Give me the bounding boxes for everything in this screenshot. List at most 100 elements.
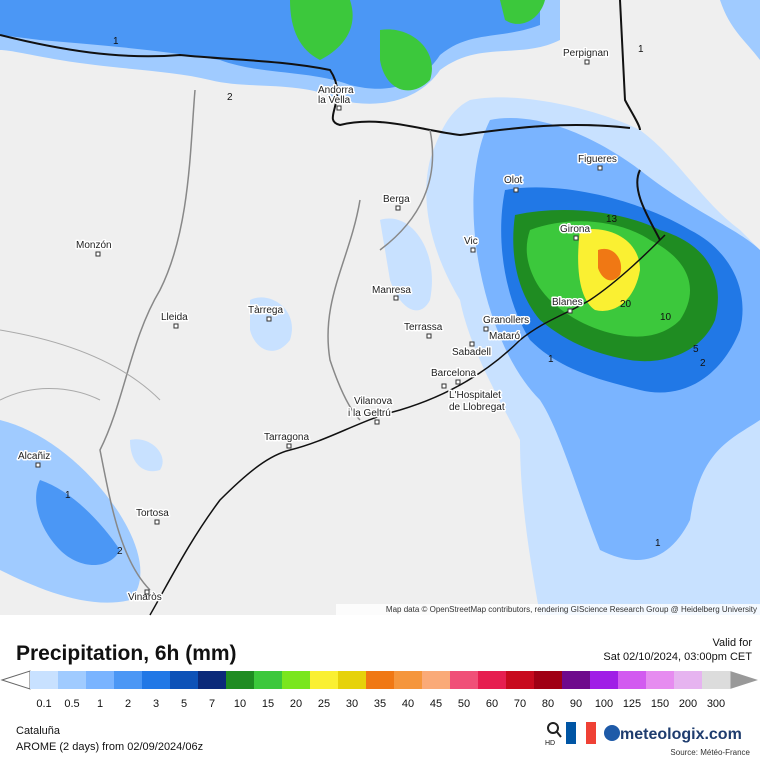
- city-label: la Vella: [318, 95, 351, 106]
- legend-swatch: [310, 671, 339, 689]
- legend: Precipitation, 6h (mm) Valid for Sat 02/…: [0, 637, 758, 710]
- legend-label: 90: [570, 698, 582, 710]
- legend-swatch: [170, 671, 199, 689]
- legend-label: 25: [318, 698, 330, 710]
- legend-swatch: [226, 671, 255, 689]
- city-label: i la Geltrú: [348, 408, 391, 419]
- contour-label: 2: [227, 92, 233, 103]
- legend-swatch: [30, 671, 59, 689]
- map: Perpignan Andorra la Vella Figueres Olot…: [0, 0, 760, 616]
- city-label: Alcañiz: [18, 451, 50, 462]
- source: Source: Météo-France: [670, 748, 750, 757]
- legend-swatch: [86, 671, 115, 689]
- city-label: Vinaròs: [128, 592, 162, 603]
- brand: meteologix.com: [620, 726, 742, 743]
- city-label: Lleida: [161, 312, 188, 323]
- legend-label: 15: [262, 698, 274, 710]
- contour-label: 20: [620, 299, 632, 310]
- contour-label: 1: [113, 36, 119, 47]
- legend-swatch: [534, 671, 563, 689]
- legend-label: 1: [97, 698, 103, 710]
- legend-label: 20: [290, 698, 302, 710]
- legend-label: 35: [374, 698, 386, 710]
- legend-label: 7: [209, 698, 215, 710]
- city-label: Sabadell: [452, 347, 491, 358]
- contour-label: 1: [65, 490, 71, 501]
- legend-label: 40: [402, 698, 414, 710]
- legend-swatch: [590, 671, 619, 689]
- city-label: Terrassa: [404, 322, 443, 333]
- footer: Cataluña AROME (2 days) from 02/09/2024/…: [16, 722, 751, 757]
- contour-label: 1: [655, 538, 661, 549]
- legend-label: 0.1: [36, 698, 51, 710]
- legend-label: 2: [125, 698, 131, 710]
- contour-label: 2: [117, 546, 123, 557]
- city-label: Tarragona: [264, 432, 309, 443]
- legend-swatch: [394, 671, 423, 689]
- city-label: Barcelona: [431, 368, 476, 379]
- legend-swatch: [702, 671, 731, 689]
- legend-swatch: [562, 671, 591, 689]
- city-label: Berga: [383, 194, 410, 205]
- city-label: Olot: [504, 175, 523, 186]
- legend-label: 3: [153, 698, 159, 710]
- legend-swatch: [506, 671, 535, 689]
- city-label: Perpignan: [563, 48, 609, 59]
- model-run: AROME (2 days) from 02/09/2024/06z: [16, 741, 203, 753]
- legend-label: 70: [514, 698, 526, 710]
- legend-swatch: [674, 671, 703, 689]
- city-label: Figueres: [578, 154, 617, 165]
- legend-label: 5: [181, 698, 187, 710]
- contour-label: 13: [606, 214, 618, 225]
- city-label: Blanes: [552, 297, 583, 308]
- legend-swatch: [142, 671, 171, 689]
- city-label: Andorra: [318, 85, 354, 96]
- city-label: Granollers: [483, 315, 529, 326]
- cities: Perpignan Andorra la Vella Figueres Olot…: [17, 47, 619, 605]
- city-label: de Llobregat: [449, 402, 505, 413]
- legend-swatch: [422, 671, 451, 689]
- city-label: Girona: [560, 224, 590, 235]
- legend-swatch: [618, 671, 647, 689]
- legend-swatch: [338, 671, 367, 689]
- legend-label: 200: [679, 698, 697, 710]
- contour-label: 5: [693, 344, 699, 355]
- city-label: Mataró: [489, 331, 521, 342]
- legend-swatch: [114, 671, 143, 689]
- legend-swatch: [58, 671, 87, 689]
- legend-label: 300: [707, 698, 725, 710]
- valid-time: Sat 02/10/2024, 03:00pm CET: [603, 651, 752, 663]
- legend-label: 100: [595, 698, 613, 710]
- legend-label: 150: [651, 698, 669, 710]
- legend-label: 45: [430, 698, 442, 710]
- region: Cataluña: [16, 725, 61, 737]
- legend-swatch: [450, 671, 479, 689]
- legend-swatch: [366, 671, 395, 689]
- legend-label: 60: [486, 698, 498, 710]
- legend-label: 0.5: [64, 698, 79, 710]
- legend-swatch: [646, 671, 675, 689]
- city-label: Tortosa: [136, 508, 169, 519]
- legend-label: 30: [346, 698, 358, 710]
- legend-label: 10: [234, 698, 246, 710]
- legend-swatch: [254, 671, 283, 689]
- hd-label: HD: [545, 740, 555, 747]
- attribution: Map data © OpenStreetMap contributors, r…: [386, 605, 757, 614]
- legend-swatch: [478, 671, 507, 689]
- legend-swatch: [282, 671, 311, 689]
- contour-label: 10: [660, 312, 672, 323]
- contour-label: 2: [700, 358, 706, 369]
- city-label: Vilanova: [354, 396, 393, 407]
- valid-label: Valid for: [712, 637, 752, 649]
- city-label: Vic: [464, 236, 478, 247]
- legend-label: 50: [458, 698, 470, 710]
- city-label: L'Hospitalet: [449, 390, 501, 401]
- legend-title: Precipitation, 6h (mm): [16, 642, 237, 665]
- legend-label: 125: [623, 698, 641, 710]
- city-label: Manresa: [372, 285, 411, 296]
- legend-swatch: [198, 671, 227, 689]
- city-label: Monzón: [76, 240, 112, 251]
- city-label: Tàrrega: [248, 305, 283, 316]
- contour-label: 1: [638, 44, 644, 55]
